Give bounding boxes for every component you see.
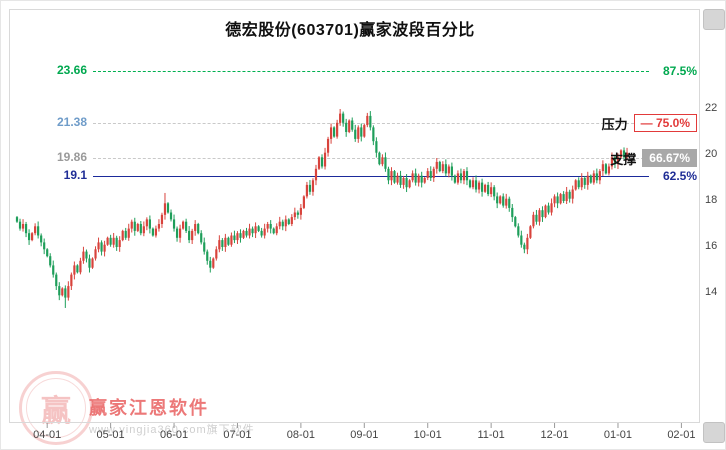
y-axis-label: 22 bbox=[705, 102, 718, 114]
level-price-label: 23.66 bbox=[56, 62, 87, 77]
level-right-labels: 支撑 66.67% bbox=[610, 149, 697, 168]
x-axis-label: 02-01 bbox=[667, 429, 696, 441]
x-axis-label: 07-01 bbox=[223, 429, 252, 441]
x-axis-label: 09-01 bbox=[350, 429, 379, 441]
level-right-labels: 87.5% bbox=[663, 62, 697, 80]
level-price-label: 19.1 bbox=[63, 167, 87, 182]
watermark-brand: 赢家江恩软件 bbox=[89, 398, 209, 418]
y-axis-label: 14 bbox=[705, 286, 718, 298]
level-role-label: 压力 bbox=[601, 116, 628, 132]
chart-panel-frame bbox=[9, 9, 700, 423]
scroll-up-button[interactable] bbox=[703, 9, 725, 30]
x-axis-label: 12-01 bbox=[540, 429, 569, 441]
watermark-url: www.yingjia360.com旗下软件 bbox=[89, 424, 255, 436]
x-axis-label: 08-01 bbox=[286, 429, 315, 441]
chart-title: 德宏股份(603701)赢家波段百分比 bbox=[225, 22, 475, 39]
y-axis-label: 20 bbox=[705, 148, 718, 160]
x-axis-label: 06-01 bbox=[159, 429, 189, 441]
level-price-label: 19.86 bbox=[56, 150, 87, 165]
y-axis-label: 18 bbox=[705, 194, 718, 206]
x-axis-label: 11-01 bbox=[477, 429, 505, 441]
x-axis-label: 05-01 bbox=[96, 429, 125, 441]
x-axis-label: 01-01 bbox=[603, 429, 633, 441]
band-level-line-62.5% bbox=[93, 175, 649, 177]
level-percent-badge: 66.67% bbox=[642, 149, 697, 168]
y-axis-label: 16 bbox=[705, 240, 718, 252]
band-level-line-87.5% bbox=[93, 70, 649, 72]
level-percent-badge: — 75.0% bbox=[633, 114, 697, 133]
level-role-label: 支撑 bbox=[610, 151, 637, 167]
level-percent-label: 87.5% bbox=[662, 63, 697, 78]
band-level-line-66.67% bbox=[93, 158, 649, 160]
scroll-down-button[interactable] bbox=[703, 422, 725, 443]
level-right-labels: 62.5% bbox=[663, 167, 697, 185]
level-percent-label: 62.5% bbox=[662, 168, 697, 183]
x-axis-label: 10-01 bbox=[413, 429, 442, 441]
x-axis-label: 04-01 bbox=[33, 429, 62, 441]
level-right-labels: 压力 — 75.0% bbox=[601, 114, 697, 133]
level-price-label: 21.38 bbox=[56, 115, 87, 130]
